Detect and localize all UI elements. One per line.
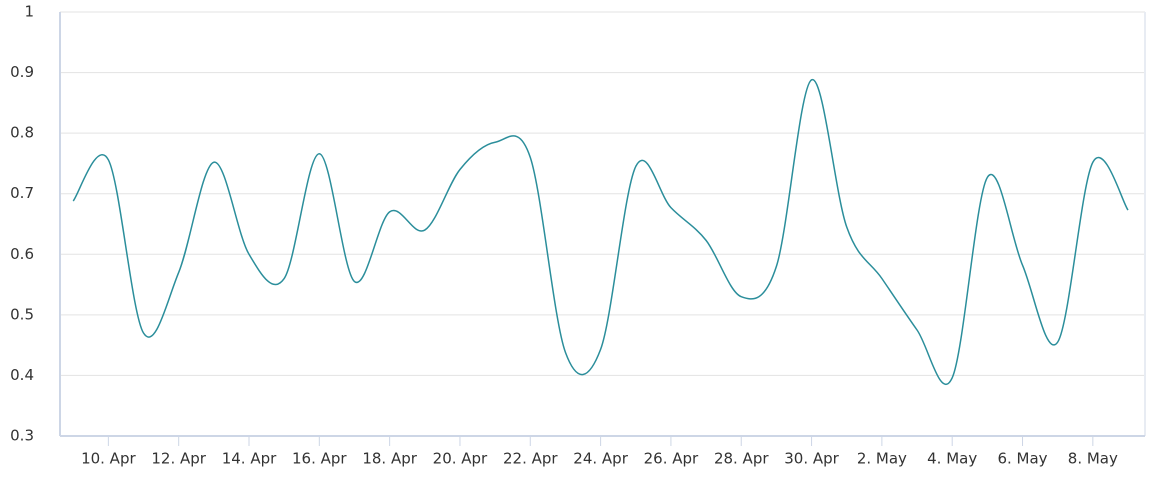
x-tick-label: 8. May (1068, 450, 1118, 468)
x-tick-label: 2. May (857, 450, 907, 468)
x-tick-label: 20. Apr (433, 450, 488, 468)
y-tick-label: 0.9 (10, 63, 34, 81)
x-tick-label: 30. Apr (784, 450, 839, 468)
x-tick-label: 26. Apr (644, 450, 699, 468)
y-tick-label: 0.6 (10, 245, 34, 263)
y-tick-label: 0.8 (10, 124, 34, 142)
x-tick-label: 16. Apr (292, 450, 347, 468)
y-tick-label: 1 (24, 3, 34, 21)
x-tick-label: 24. Apr (573, 450, 628, 468)
x-tick-label: 22. Apr (503, 450, 558, 468)
x-tick-label: 14. Apr (222, 450, 277, 468)
x-tick-label: 18. Apr (362, 450, 417, 468)
x-tick-label: 4. May (927, 450, 977, 468)
x-tick-label: 10. Apr (81, 450, 136, 468)
y-tick-label: 0.5 (10, 305, 34, 323)
x-tick-label: 6. May (997, 450, 1047, 468)
x-tick-label: 28. Apr (714, 450, 769, 468)
y-tick-label: 0.3 (10, 427, 34, 445)
line (72, 79, 1129, 386)
y-tick-label: 0.4 (10, 366, 34, 384)
x-tick-label: 12. Apr (151, 450, 206, 468)
y-tick-label: 0.7 (10, 184, 34, 202)
